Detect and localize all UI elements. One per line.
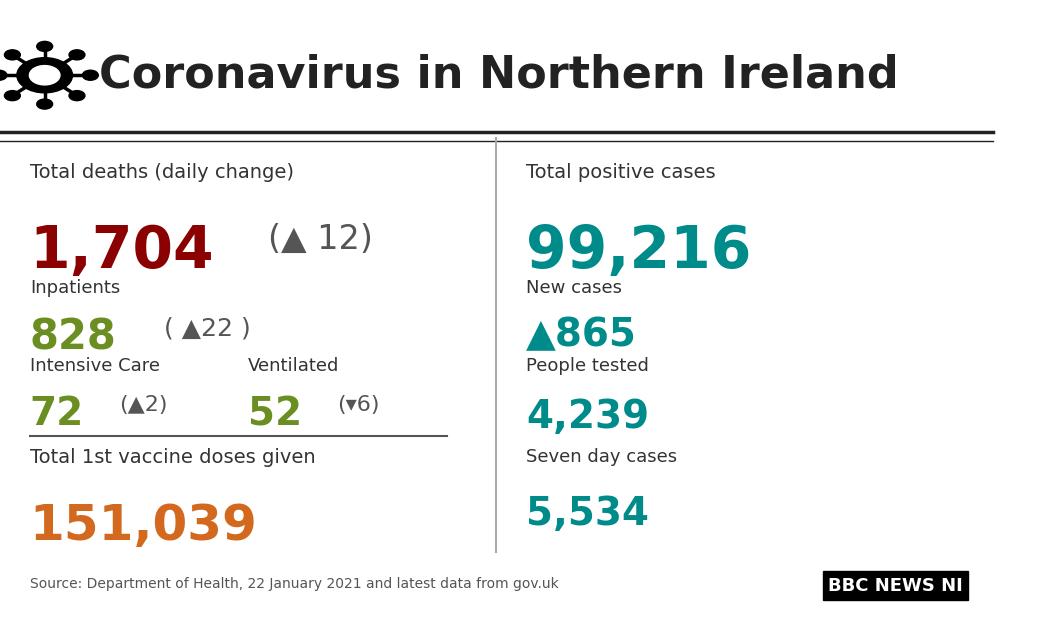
Text: Total 1st vaccine doses given: Total 1st vaccine doses given: [30, 448, 316, 467]
Circle shape: [0, 70, 7, 80]
Text: Inpatients: Inpatients: [30, 279, 120, 297]
Text: BBC NEWS NI: BBC NEWS NI: [828, 577, 963, 595]
Circle shape: [69, 50, 84, 60]
Text: Intensive Care: Intensive Care: [30, 357, 159, 376]
Text: 99,216: 99,216: [526, 223, 752, 280]
Circle shape: [37, 41, 53, 51]
Text: (▾6): (▾6): [338, 395, 380, 415]
Text: Total positive cases: Total positive cases: [526, 163, 716, 182]
Text: ▲865: ▲865: [526, 317, 637, 355]
Text: (▲2): (▲2): [119, 395, 168, 415]
Text: 828: 828: [30, 317, 116, 359]
Circle shape: [37, 99, 53, 109]
Text: Coronavirus in Northern Ireland: Coronavirus in Northern Ireland: [99, 54, 899, 97]
Text: 4,239: 4,239: [526, 398, 649, 436]
Text: 151,039: 151,039: [30, 502, 258, 550]
Circle shape: [69, 91, 84, 101]
Circle shape: [17, 58, 73, 93]
Circle shape: [82, 70, 98, 80]
Text: Seven day cases: Seven day cases: [526, 448, 677, 466]
Text: ( ▲22 ): ( ▲22 ): [164, 317, 250, 340]
Text: People tested: People tested: [526, 357, 649, 376]
Text: New cases: New cases: [526, 279, 622, 297]
Text: 5,534: 5,534: [526, 495, 649, 534]
Text: Source: Department of Health, 22 January 2021 and latest data from gov.uk: Source: Department of Health, 22 January…: [30, 577, 559, 591]
Circle shape: [30, 66, 60, 85]
Text: (▲ 12): (▲ 12): [268, 223, 373, 256]
Circle shape: [4, 50, 20, 60]
Text: 72: 72: [30, 395, 84, 433]
Text: 52: 52: [248, 395, 302, 433]
Circle shape: [4, 91, 20, 101]
Text: Ventilated: Ventilated: [248, 357, 340, 376]
Text: Total deaths (daily change): Total deaths (daily change): [30, 163, 294, 182]
Text: 1,704: 1,704: [30, 223, 214, 280]
